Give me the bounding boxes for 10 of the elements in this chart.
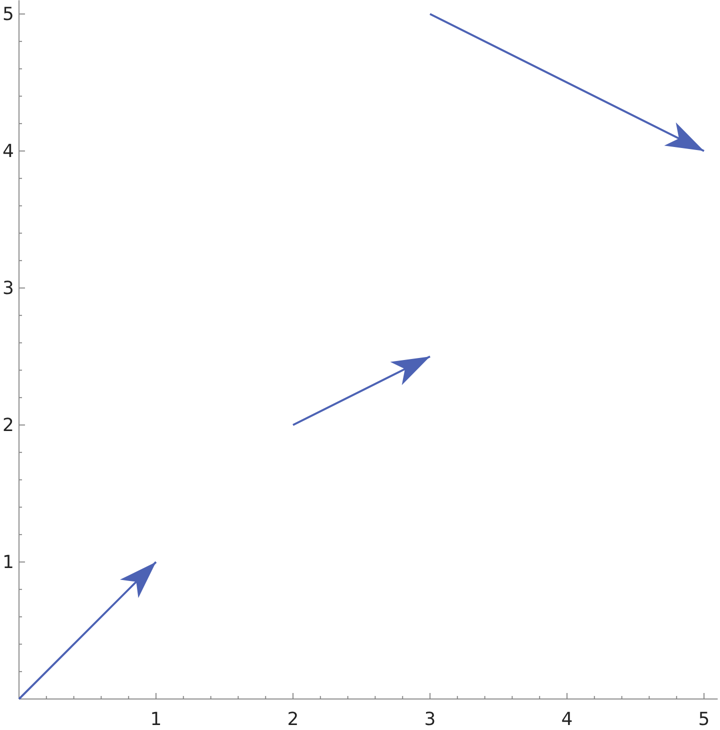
x-tick-label: 5	[698, 709, 710, 730]
y-tick-label: 4	[2, 141, 14, 162]
y-tick-label: 1	[2, 552, 14, 573]
y-tick-label: 2	[2, 415, 14, 436]
y-tick-label: 5	[2, 4, 14, 25]
x-tick-label: 3	[424, 709, 436, 730]
x-tick-label: 4	[561, 709, 573, 730]
x-tick-label: 1	[150, 709, 162, 730]
y-tick-label: 3	[2, 278, 14, 299]
x-tick-label: 2	[287, 709, 299, 730]
